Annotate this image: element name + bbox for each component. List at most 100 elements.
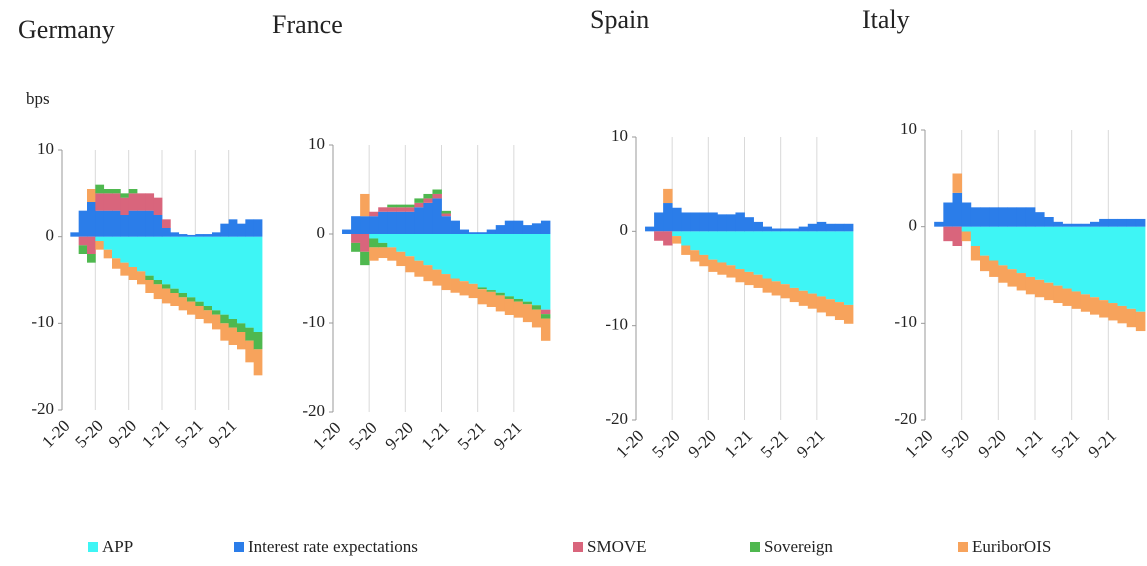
bar-segment — [153, 197, 163, 215]
bar-segment — [504, 298, 515, 315]
bar-segment — [253, 219, 263, 237]
bar-segment — [450, 278, 460, 293]
bar-segment — [495, 292, 506, 296]
bar-segment — [423, 202, 433, 234]
bar-segment — [843, 304, 854, 324]
bar-segment — [1080, 223, 1091, 227]
bar-segment — [486, 291, 497, 307]
bar-segment — [717, 214, 727, 232]
bar-segment — [459, 234, 470, 282]
bar-segment — [1016, 273, 1027, 291]
bar-segment — [717, 231, 727, 263]
bar-segment — [1007, 269, 1018, 287]
bar-segment — [531, 223, 542, 234]
bar-segment — [351, 242, 361, 252]
x-tick-label: 9-20 — [105, 416, 140, 451]
bar-segment — [162, 236, 171, 285]
bar-segment — [1062, 288, 1073, 306]
bar-segment — [441, 213, 451, 217]
bar-segment — [228, 236, 238, 319]
y-tick-label: -20 — [605, 409, 628, 428]
bar-segment — [112, 210, 121, 237]
x-tick-label: 1-20 — [612, 426, 647, 461]
bar-segment — [162, 284, 171, 289]
bar-segment — [672, 231, 682, 237]
bar-segment — [807, 293, 818, 309]
bar-segment — [103, 189, 113, 194]
bar-segment — [816, 231, 827, 297]
bar-segment — [137, 271, 146, 285]
bar-segment — [735, 212, 745, 232]
bar-segment — [989, 260, 999, 277]
bar-segment — [1099, 226, 1109, 301]
bar-segment — [970, 207, 981, 227]
bar-segment — [95, 193, 105, 211]
bar-segment — [220, 236, 230, 315]
bar-segment — [378, 211, 388, 234]
x-tick-label: 5-20 — [938, 426, 973, 461]
bar-segment — [112, 236, 121, 259]
bar-segment — [726, 231, 736, 266]
bar-segment — [1035, 279, 1045, 298]
bar-segment — [663, 203, 673, 232]
bar-segment — [1071, 226, 1082, 292]
y-unit-label: bps — [26, 89, 50, 108]
x-tick-label: 9-21 — [490, 418, 525, 453]
bar-segment — [137, 236, 146, 272]
bar-segment — [378, 234, 388, 243]
bar-segment — [405, 211, 415, 234]
bar-segment — [1099, 300, 1109, 318]
bar-segment — [540, 220, 551, 234]
bar-segment — [1135, 311, 1146, 332]
x-tick-label: 1-20 — [38, 416, 73, 451]
bar-segment — [843, 223, 854, 232]
bar-segment — [405, 256, 415, 273]
bar-segment — [1035, 212, 1045, 227]
bar-segment — [943, 202, 953, 227]
bar-segment — [798, 231, 809, 291]
y-tick-label: -20 — [894, 409, 917, 428]
bar-segment — [1126, 226, 1137, 309]
y-tick-label: -10 — [302, 312, 325, 331]
bar-segment — [396, 204, 406, 208]
bar-segment — [228, 319, 238, 328]
bar-segment — [245, 340, 255, 363]
bar-segment — [1090, 221, 1100, 227]
bar-segment — [387, 234, 397, 248]
bar-segment — [540, 234, 551, 310]
bar-segment — [522, 234, 533, 302]
bar-segment — [1016, 207, 1027, 227]
y-tick-label: -20 — [31, 399, 54, 418]
bar-segment — [952, 192, 963, 227]
bar-segment — [998, 207, 1008, 227]
bar-segment — [726, 265, 736, 278]
x-tick-label: 1-20 — [901, 426, 936, 461]
bar-segment — [195, 306, 205, 319]
bar-segment — [672, 236, 682, 244]
bar-segment — [961, 202, 972, 227]
bar-segment — [228, 219, 238, 237]
bar-segment — [128, 193, 138, 211]
bar-segment — [170, 293, 180, 306]
bar-segment — [228, 327, 238, 345]
bar-segment — [170, 232, 180, 237]
bar-segment — [414, 207, 424, 234]
bar-segment — [1044, 282, 1054, 301]
bar-segment — [162, 288, 171, 304]
bar-segment — [531, 234, 542, 306]
bar-segment — [87, 189, 96, 202]
chart-title: France — [272, 10, 343, 39]
bar-segment — [423, 193, 433, 199]
bar-segment — [1053, 221, 1063, 227]
bar-segment — [690, 231, 700, 251]
bar-segment — [825, 223, 836, 232]
bar-segment — [187, 297, 196, 302]
bar-segment — [504, 234, 515, 297]
chart-title: Spain — [590, 5, 649, 34]
bar-segment — [253, 332, 263, 350]
bar-segment — [807, 223, 818, 232]
bar-segment — [432, 193, 442, 199]
bar-segment — [396, 251, 406, 267]
bar-segment — [681, 212, 691, 232]
bar-segment — [170, 288, 180, 293]
